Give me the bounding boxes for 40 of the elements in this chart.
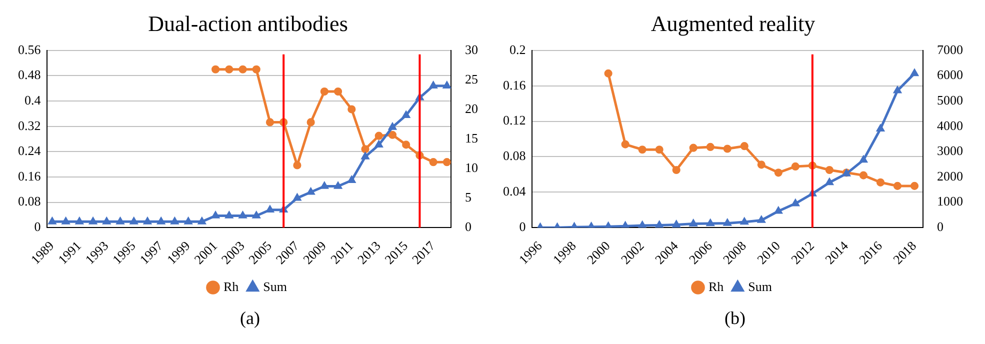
chart-title: Dual-action antibodies <box>148 10 348 36</box>
y2-tick-label: 10 <box>465 160 478 175</box>
y-tick-label: 0.12 <box>503 112 526 128</box>
y2-tick-label: 5 <box>465 189 472 204</box>
y-tick-label: 0.04 <box>503 184 526 199</box>
y2-tick-label: 25 <box>465 71 478 86</box>
y2-tick-label: 15 <box>465 130 478 146</box>
legend-label: Sum <box>263 278 288 294</box>
y-tick-label: 0 <box>519 219 526 234</box>
y-tick-label: 0.4 <box>24 92 42 108</box>
y-tick-label: 0.08 <box>503 148 526 164</box>
y2-tick-label: 0 <box>937 219 944 234</box>
y-tick-label: 0.16 <box>503 77 526 92</box>
y-tick-label: 0.24 <box>18 143 42 158</box>
x-tick-label: 1989 <box>28 238 57 268</box>
y2-tick-label: 2000 <box>937 168 963 184</box>
y2-tick-label: 20 <box>465 100 478 116</box>
legend-label: Sum <box>748 278 772 294</box>
y-tick-label: 0.16 <box>18 168 42 184</box>
x-tick-label: 1991 <box>54 238 84 268</box>
text: (b) <box>724 307 746 330</box>
y-tick-label: 0.48 <box>18 67 41 82</box>
y-tick-label: 0.2 <box>510 42 526 57</box>
y2-tick-label: 5000 <box>937 92 963 108</box>
y-tick-label: 0 <box>34 219 41 234</box>
y2-tick-label: 7000 <box>937 42 963 57</box>
y-tick-label: 0.08 <box>18 194 41 209</box>
legend-label: Rh <box>223 278 240 294</box>
x-tick-label: 1999 <box>164 238 193 268</box>
y2-tick-label: 30 <box>465 42 478 57</box>
y2-tick-label: 1000 <box>937 194 963 209</box>
y-tick-label: 0.32 <box>18 118 41 133</box>
legend-label: Rh <box>708 278 724 294</box>
y-tick-label: 0.56 <box>18 42 42 57</box>
y2-tick-label: 0 <box>465 219 472 234</box>
text: (a) <box>239 307 261 330</box>
y2-tick-label: 3000 <box>937 143 963 158</box>
y2-tick-label: 4000 <box>937 118 963 133</box>
y2-tick-label: 6000 <box>937 67 963 82</box>
chart-title: Augmented reality <box>650 10 816 36</box>
